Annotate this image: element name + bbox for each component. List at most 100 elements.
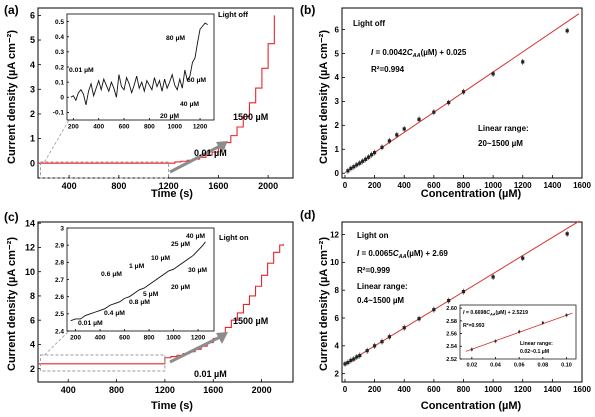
c-plot-x-tick-label: 400 [61,385,76,395]
a-plot-inset-bg [67,14,214,120]
b-plot-y-tick-label: 5 [335,49,340,58]
c-plot-arrow-shaft [169,335,221,364]
b-plot-data-point [352,165,356,169]
a-plot-x-tick-label: 1200 [159,181,179,191]
panel-c-arrow-lower-label: 0.01 µM [194,369,227,379]
d-inset-equation: I = 0.6698CAA(µM) + 2.5219 [463,310,528,317]
panel-b: (b) 0 200 400 600 800 1000 1200 1400 1600 0 1 2 3 4 5 6… [300,3,591,200]
b-plot-data-point [565,29,569,33]
panel-a-arrow-upper-label: 1500 µM [233,112,268,122]
d-plot-frame [341,221,583,383]
a-plot-inset-annotation: 60 µM [187,77,206,84]
c-plot-inset-annotation: 40 µM [186,233,205,240]
c-plot-inset-x-tick-label: 400 [95,335,106,342]
panel-d-range-title: Linear range: [357,282,408,291]
a-plot-arrow-shaft [169,144,221,174]
c-plot-inset-annotation: 10 µM [151,255,170,262]
a-plot-y-tick-label: 5 [30,35,35,45]
d-plot-x-tick-label: 1400 [543,385,561,394]
b-plot-data-point [346,169,350,173]
d-plot-y-tick-label: 12 [330,230,339,239]
c-plot-inset-annotation: 0.8 µM [129,299,150,306]
b-plot-frame [341,7,583,179]
d-plot-data-point [565,232,569,236]
b-plot-data-point [417,117,421,121]
c-plot-inset-x-tick-label: 1000 [166,335,181,342]
c-plot-zoom-connector [44,330,70,356]
d-plot-data-point [387,335,392,339]
b-plot-data-point [372,151,377,155]
panel-d-ylabel: Current density (µA cm⁻²) [318,237,330,371]
d-plot-data-point [352,357,356,361]
panel-d-xlabel: Concentration (µM) [421,400,522,412]
c-plot-inset-trace [70,241,206,322]
c-plot-y-tick-label: 6 [30,315,35,325]
panel-b-range-title: Linear range: [478,124,529,133]
c-plot-inset-y-tick-label: 3 [60,225,64,232]
a-plot-inset-x-tick-label: 200 [68,124,79,131]
c-plot-y-tick-label: 10 [25,267,35,277]
b-plot-x-tick-label: 1200 [514,181,532,190]
a-plot-y-tick-label: 2 [30,109,35,119]
d-plot-data-point [417,317,421,321]
a-plot-inset-y-tick-label: 0.5 [55,19,64,26]
c-plot-frame [37,221,294,383]
panel-b-plot: 0 200 400 600 800 1000 1200 1400 1600 0 1 2 3 4 5 6 [335,7,591,190]
d-inset-r2: R²=0.993 [463,323,485,329]
a-plot-inset-y-tick-label: -0.1 [53,110,65,117]
a-plot-x-tick-label: 800 [111,181,126,191]
panel-a-note: Light off [218,10,248,19]
c-plot-inset-annotation: 20 µM [171,284,190,291]
a-plot-x-tick-label: 2000 [258,181,278,191]
panel-b-note: Light off [353,19,385,28]
d-plot-data-point [521,256,525,260]
panel-d-equation: I = 0.0065CAA(µM) + 2.69 [357,249,448,260]
a-plot-inset-x-tick-label: 600 [119,124,130,131]
a-plot-inset-annotation: 40 µM [180,101,199,108]
c-plot-inset-annotation: 0.6 µM [101,271,122,278]
d-plot-x-tick-label: 400 [398,385,412,394]
a-plot-y-tick-label: 4 [30,60,35,70]
b-plot-data-point [358,161,362,165]
d-inset-range-title: Linear range: [520,341,553,347]
a-plot-inset-x-tick-label: 1200 [193,124,208,131]
d-plot-data-point [461,289,466,294]
panel-c-note: Light on [219,233,249,242]
c-plot-inset-x-tick-label: 600 [119,335,130,342]
b-plot-y-tick-label: 4 [335,73,340,82]
a-plot-inset-y-tick-label: 0.4 [55,34,64,41]
c-plot-arrow-head [216,332,228,344]
panel-a-label: (a) [4,3,19,17]
c-plot-x-tick-label: 1600 [203,385,223,395]
c-plot-x-tick-label: 2000 [252,385,272,395]
b-plot-y-tick-label: 0 [335,169,340,178]
a-plot-x-tick-label: 1600 [208,181,228,191]
b-plot-data-point [370,153,374,157]
c-plot-inset-annotation: 25 µM [171,241,190,248]
b-plot-data-point [367,155,371,159]
d-plot-data-point [380,340,384,344]
c-plot-y-tick-label: 2 [30,364,35,374]
panel-c-plot: 400 800 1200 1600 2000 2 4 6 8 10 12 14 200 400 600 800… [25,218,294,395]
d-plot-data-point [346,360,350,365]
panel-d-plot: 0 200 400 600 800 1000 1200 1400 1600 2 4 6 8 10 12 0.0… [330,220,591,394]
d-inset-data-point [541,321,544,324]
a-plot-inset-annotation: 20 µM [160,113,179,120]
b-plot-x-tick-label: 600 [427,181,441,190]
b-plot-y-tick-label: 2 [335,121,340,130]
b-plot-x-tick-label: 0 [343,181,348,190]
d-plot-x-tick-label: 1600 [573,385,591,394]
d-plot-data-point [343,362,347,366]
d-inset-x-tick-label: 0.04 [490,363,502,369]
panel-d-note: Light on [357,231,389,240]
c-plot-inset-y-tick-label: 2.9 [55,242,64,249]
panel-a-arrow-lower-label: 0.01 µM [194,148,227,158]
panel-c: (c) 400 800 1200 1600 2000 2 4 6 8 10 12 14 200 400 60… [4,210,294,412]
panel-c-xlabel: Time (s) [151,400,193,412]
d-inset-y-tick-label: 2.52 [446,357,457,363]
panel-a-ylabel: Current density (µA cm⁻²) [6,30,18,164]
c-plot-inset-annotation: 5 µM [143,291,159,298]
a-plot-arrow-head [216,141,228,153]
c-plot-inset-bg [67,228,214,331]
